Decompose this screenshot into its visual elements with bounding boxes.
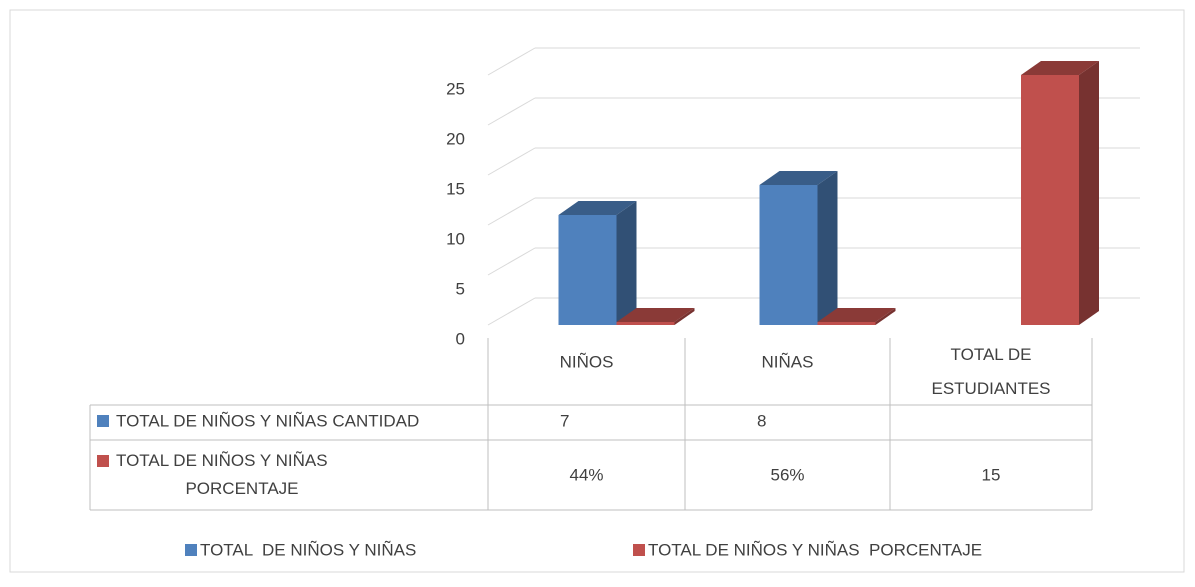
table-cell: 8 [757, 411, 766, 430]
y-tick-label: 15 [446, 179, 465, 198]
table-cell: 7 [560, 411, 569, 430]
legend-key [633, 544, 645, 556]
grid-line [487, 147, 536, 176]
table-row-label: TOTAL DE NIÑOS Y NIÑAS PORCENTAJE [116, 451, 328, 498]
table-cell: 56% [770, 465, 804, 484]
legend-label: TOTAL DE NIÑOS Y NIÑAS [200, 540, 416, 559]
y-tick-label: 0 [456, 329, 465, 348]
legend-label: TOTAL DE NIÑOS Y NIÑAS PORCENTAJE [648, 540, 982, 559]
bar-side [875, 308, 896, 325]
grid-line [487, 47, 536, 76]
bar-side [1079, 61, 1099, 325]
bar-top [616, 308, 695, 322]
y-tick-label: 20 [446, 129, 465, 148]
bar [817, 322, 876, 325]
y-tick-label: 5 [456, 279, 465, 298]
table-cell: 15 [982, 465, 1001, 484]
bar [1021, 75, 1079, 325]
bar-side [674, 308, 695, 325]
x-tick-label: NIÑOS [560, 352, 614, 371]
bar-top [817, 308, 896, 322]
bar-top [558, 201, 637, 215]
chart-border [9, 9, 1185, 573]
grid-line [487, 197, 536, 226]
bar-top [1021, 61, 1099, 75]
y-tick-label: 10 [446, 229, 465, 248]
bar-side [616, 201, 637, 325]
bar-side [817, 171, 838, 325]
table-cell: 44% [569, 465, 603, 484]
table-row-label: TOTAL DE NIÑOS Y NIÑAS CANTIDAD [116, 411, 419, 430]
legend-key [185, 544, 197, 556]
grid-line [487, 97, 536, 126]
table-legend-key [97, 415, 109, 427]
x-tick-label: TOTAL DE ESTUDIANTES [931, 345, 1050, 398]
grid-line [487, 297, 536, 326]
bar [558, 215, 617, 325]
bar [759, 185, 818, 325]
x-tick-label: NIÑAS [762, 352, 814, 371]
table-legend-key [97, 455, 109, 467]
bar [616, 322, 675, 325]
y-tick-label: 25 [446, 79, 465, 98]
bar-top [759, 171, 838, 185]
grid-line [487, 247, 536, 276]
